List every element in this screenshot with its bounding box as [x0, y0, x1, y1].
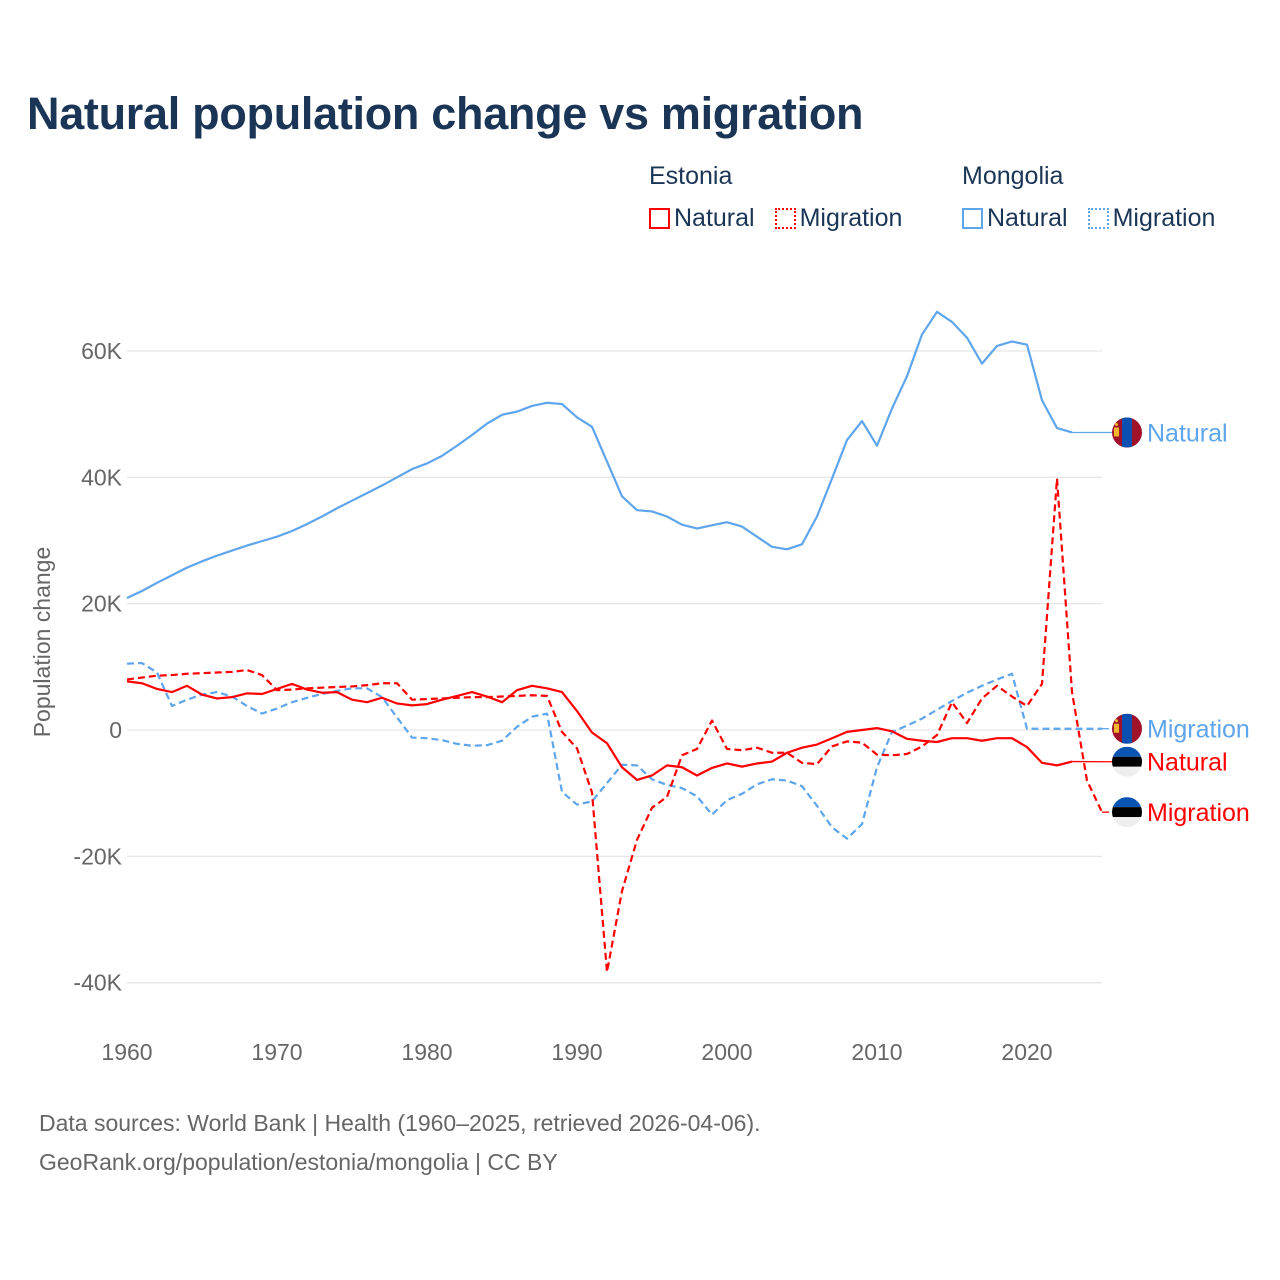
- legend-item-estonia-natural[interactable]: Natural: [649, 204, 755, 233]
- legend-swatch-solid: [649, 208, 670, 229]
- series-end-label: Natural: [1147, 419, 1228, 447]
- legend-mongolia: Mongolia Natural Migration: [962, 162, 1215, 233]
- legend-item-estonia-migration[interactable]: Migration: [774, 204, 903, 233]
- x-tick-label: 2000: [701, 1039, 752, 1065]
- series-line-estonia-migration: [126, 477, 1103, 974]
- estonia-flag-icon: [1112, 797, 1142, 828]
- y-axis-label: Population change: [29, 547, 55, 738]
- y-tick-label: -40K: [73, 970, 122, 996]
- legend-label: Migration: [799, 204, 903, 232]
- series-line-mongolia-migration: [126, 661, 1102, 840]
- x-tick-label: 1980: [401, 1039, 452, 1065]
- data-source-note: Data sources: World Bank | Health (1960–…: [39, 1110, 761, 1136]
- legend-estonia: Estonia Natural Migration: [649, 162, 902, 233]
- series-end-label: Migration: [1147, 799, 1250, 827]
- series-end-labels: Natural Migration Natural Migration: [1112, 417, 1250, 828]
- x-axis-ticks: 1960 1970 1980 1990 2000 2010 2020: [101, 1039, 1052, 1065]
- series-end-label: Natural: [1147, 749, 1228, 777]
- mongolia-flag-icon: [1112, 417, 1142, 448]
- x-tick-label: 1970: [251, 1039, 302, 1065]
- y-tick-label: 0: [109, 717, 122, 743]
- legend-country-estonia: Estonia: [649, 162, 733, 190]
- x-tick-label: 2020: [1001, 1039, 1052, 1065]
- series-line-estonia-natural: [126, 680, 1073, 782]
- series-end-label: Migration: [1147, 716, 1250, 744]
- y-tick-label: 20K: [81, 591, 123, 617]
- legend-label: Natural: [674, 204, 755, 232]
- legend-country-mongolia: Mongolia: [962, 162, 1064, 190]
- y-tick-label: 60K: [81, 338, 123, 364]
- legend-label: Migration: [1112, 204, 1216, 232]
- legend-item-mongolia-natural[interactable]: Natural: [962, 204, 1068, 233]
- y-tick-label: -20K: [73, 843, 122, 869]
- x-tick-label: 1960: [101, 1039, 152, 1065]
- legend-swatch-dotted: [774, 208, 796, 229]
- y-tick-label: 40K: [81, 464, 123, 490]
- x-tick-label: 1990: [551, 1039, 602, 1065]
- series-lines: [126, 310, 1112, 974]
- legend-item-mongolia-migration[interactable]: Migration: [1087, 204, 1216, 233]
- series-line-mongolia-natural: [126, 310, 1073, 599]
- y-axis-ticks: -40K -20K 0 20K 40K 60K: [73, 338, 122, 996]
- chart-title: Natural population change vs migration: [27, 88, 864, 139]
- estonia-flag-icon: [1112, 746, 1142, 777]
- legend-label: Natural: [987, 204, 1068, 232]
- attribution-link[interactable]: GeoRank.org/population/estonia/mongolia …: [39, 1149, 558, 1175]
- legend-swatch-dotted: [1087, 208, 1109, 229]
- gridlines: [127, 350, 1102, 984]
- legend-swatch-solid: [962, 208, 983, 229]
- mongolia-flag-icon: [1112, 713, 1142, 744]
- x-tick-label: 2010: [851, 1039, 902, 1065]
